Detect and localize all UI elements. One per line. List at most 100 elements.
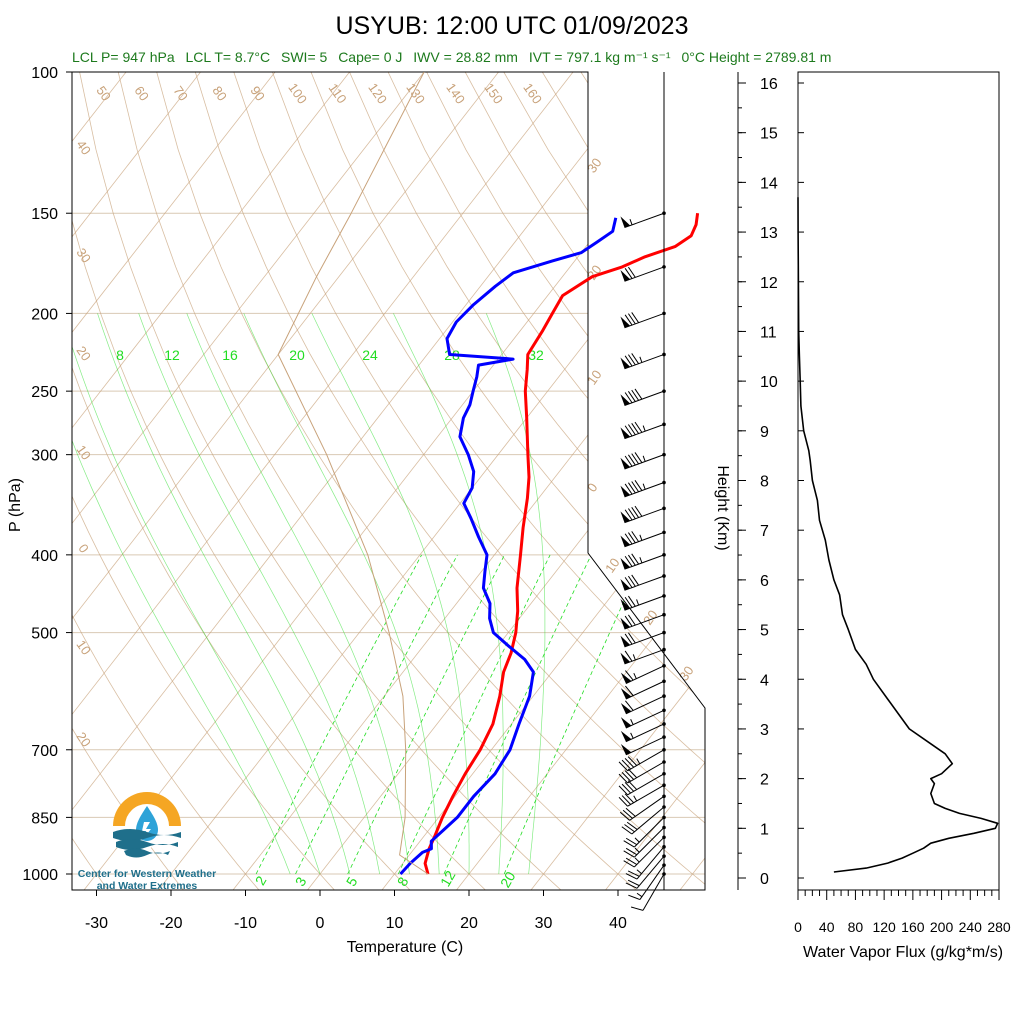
wind-barb-full [631,453,640,465]
wind-barb-flag [620,394,631,406]
wind-barb-full [634,421,643,433]
flux-tick-label: 200 [930,919,954,935]
wind-barb-staff [624,531,665,548]
dry-adiabat-line [657,72,705,890]
wind-barb-full [625,857,638,865]
dry-adiabat-line [310,72,705,890]
wind-barb-half [636,599,640,606]
wind-barb-flag [620,717,632,729]
wind-barb [618,760,666,784]
dry-adiabat-line [541,72,705,890]
wind-barb-full [628,554,636,566]
iwv: IWV = 28.82 mm [413,49,518,65]
dry-adiabat-line [194,72,705,890]
wind-barb-half [632,654,636,661]
isotherm-label: 20 [73,343,94,363]
wind-barb-full [624,770,635,780]
profiles [277,72,700,876]
wind-barb-staff [625,695,665,715]
mixing-ratio-label: 20 [497,869,519,891]
wind-barb-staff [627,761,665,784]
isotherm-label: 30 [73,245,94,265]
subtitle: LCL P= 947 hPa LCL T= 8.7°C SWI= 5 Cape=… [72,49,831,65]
wind-barb-staff [627,749,665,772]
wind-barb-full [627,756,638,766]
temperature-tick-label: -30 [85,915,108,932]
wind-barb-full [631,507,640,518]
wind-barb-full [624,577,633,588]
wind-barb [620,630,666,648]
wind-barb-staff [624,454,665,470]
wind-barb [620,480,666,498]
wind-barb-half [639,356,643,363]
isotherm-line [529,72,705,890]
wind-barb-full [618,773,628,784]
mixing-ratio-line [443,554,592,875]
wind-barb-half [642,483,646,490]
wind-barb [621,805,666,835]
moist-adiabat-line [311,313,470,874]
wind-barb-full [621,795,632,805]
wind-barb-full [634,388,643,400]
height-tick-label: 8 [760,474,769,491]
wind-barb-flag [620,357,631,369]
wind-barb-half [633,673,637,679]
wind-barb [620,505,666,524]
wind-barb [619,794,666,821]
wind-barb-full [624,533,633,545]
wind-barb [620,311,666,329]
wind-barb-staff [636,855,665,889]
dry-adiabat-line [72,72,261,890]
wind-barb-full [624,392,633,404]
isotherm-label: 30 [584,155,605,175]
wind-barb-full [624,758,635,768]
skew-t-grid-labels: 50 60 70 80 90 100 110 120 130 140 150 160403020100… [73,80,696,890]
wind-barb-full [631,553,640,565]
wind-barb-full [627,870,640,877]
wind-barb-flag [620,457,631,470]
height-tick-label: 12 [760,275,778,292]
wind-barb-full [627,879,640,887]
pressure-tick-label: 200 [31,306,58,323]
dewpoint-profile-line [399,217,618,876]
wind-barb-staff [624,614,665,630]
wind-barb [620,663,666,684]
moist-adiabat-line [97,313,351,875]
skew-t-grid [72,72,705,890]
wind-barb-full [624,555,633,567]
isotherm-line [604,72,705,890]
height-tick-label: 3 [760,722,769,739]
dry-adiabat-line [464,72,705,890]
flux-tick-label: 240 [959,919,983,935]
wind-barb-full [624,268,633,279]
wind-barb [618,747,666,772]
dry-adiabat-line [580,72,705,890]
dry-adiabat-label: 90 [247,83,268,103]
mixing-ratio-label: 8 [394,874,412,889]
dry-adiabat-line [72,72,185,890]
wind-barb-full [628,454,636,466]
moist-adiabat-line [485,313,546,875]
cape: Cape= 0 J [338,49,402,65]
wind-barb-full [624,314,633,326]
wind-barb-flag [620,270,631,282]
wind-barb-full [625,700,634,711]
wind-barb [620,530,666,548]
wind-barb-full [623,840,635,848]
height-tick-label: 11 [760,324,777,341]
wind-barb [623,835,666,868]
wind-barb-staff [642,873,665,911]
wind-barb-half [630,732,634,739]
swi: SWI= 5 [281,49,328,65]
dry-adiabat-line [233,72,705,890]
wind-barb [620,735,666,756]
mixing-ratio-line [255,554,422,875]
wind-barb [628,863,666,901]
wind-barb-flag [620,535,631,547]
temperature-tick-label: 40 [609,915,627,932]
pressure-tick-label: 250 [31,384,58,401]
logo-wave-icon [113,829,181,841]
isotherm-label: 10 [584,367,605,387]
isotherm-line [72,72,648,890]
